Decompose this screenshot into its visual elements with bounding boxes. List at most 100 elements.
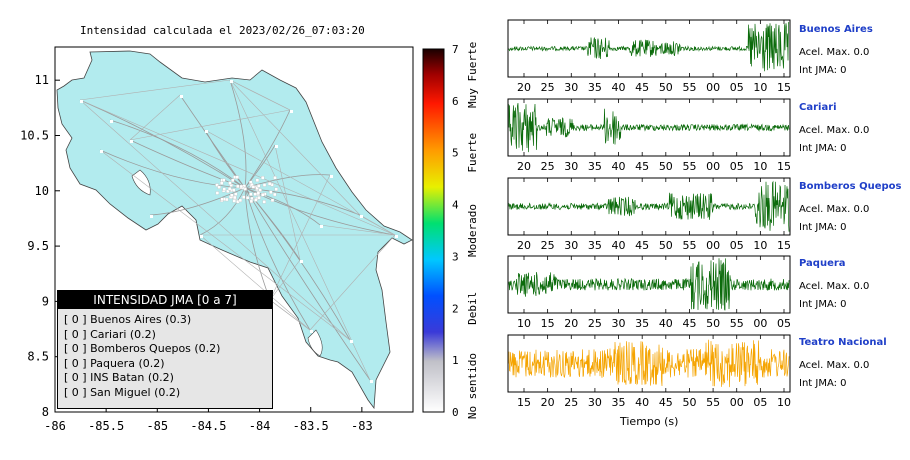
town-marker: [150, 215, 153, 218]
road: [319, 224, 396, 236]
station-int-bomberos-quepos: Int JMA: 0: [799, 222, 847, 233]
waveform-tick-label: 35: [588, 81, 602, 94]
map-x-tick-label: -83.5: [293, 419, 329, 433]
waveform-trace: [508, 339, 790, 388]
town-marker: [350, 340, 353, 343]
road: [244, 109, 291, 189]
town-marker: [230, 80, 233, 83]
town-marker: [230, 193, 234, 197]
road: [244, 187, 396, 236]
road: [99, 149, 246, 189]
town-marker: [256, 191, 261, 195]
map-y-tick-label: 10.5: [20, 128, 49, 142]
road: [269, 174, 331, 301]
waveform-tick-label: 05: [730, 239, 744, 252]
waveform-tick-label: 45: [682, 317, 696, 330]
road: [244, 174, 331, 189]
map-y-tick-label: 8.5: [27, 350, 49, 364]
waveform-tick-label: 45: [635, 160, 649, 173]
map-y-tick-label: 8: [42, 405, 49, 419]
town-marker: [320, 225, 323, 228]
town-marker: [217, 185, 221, 189]
waveform-tick-label: 25: [564, 396, 578, 409]
waveform-tick-label: 20: [517, 160, 531, 173]
legend-item: [ 0 ] San Miguel (0.2): [64, 386, 272, 401]
town-marker: [261, 193, 265, 197]
waveform-tick-label: 30: [612, 317, 626, 330]
road: [149, 187, 246, 216]
waveform-tick-label: 40: [659, 317, 673, 330]
road: [269, 259, 301, 301]
town-marker: [232, 199, 236, 203]
waveform-tick-label: 50: [659, 81, 673, 94]
gulf-nicoya: [131, 169, 151, 196]
town-marker: [215, 191, 220, 195]
waveform-tick-label: 00: [706, 239, 720, 252]
legend-station: Paquera (0.2): [90, 356, 165, 370]
waveform-tick-label: 50: [659, 239, 673, 252]
waveform-tick-label: 45: [659, 396, 673, 409]
waveform-tick-label: 30: [564, 239, 578, 252]
road: [309, 234, 396, 331]
road: [204, 129, 396, 236]
town-marker: [228, 181, 232, 185]
waveform-tick-label: 50: [682, 396, 696, 409]
town-marker: [267, 182, 272, 186]
legend-station: INS Batan (0.2): [90, 371, 174, 385]
town-marker: [257, 184, 261, 188]
waveform-tick-label: 15: [777, 81, 791, 94]
town-marker: [215, 183, 219, 187]
map-y-tick-label: 9.5: [27, 239, 49, 253]
town-marker: [225, 197, 229, 202]
legend-item: [ 0 ] Cariari (0.2): [64, 328, 272, 343]
waveform-tick-label: 25: [541, 239, 555, 252]
waveform-panel: [507, 177, 791, 236]
map-y-tick-label: 9: [42, 294, 49, 308]
intensity-legend: INTENSIDAD JMA [0 a 7] [ 0 ] Buenos Aire…: [57, 290, 273, 409]
town-marker: [258, 188, 262, 192]
waveform-tick-label: 35: [635, 317, 649, 330]
waveform-tick-label: 10: [777, 396, 791, 409]
colorbar-gradient: [422, 48, 445, 413]
station-int-cariari: Int JMA: 0: [799, 143, 847, 154]
waveform-trace: [508, 258, 790, 311]
town-marker: [238, 198, 243, 203]
town-marker: [226, 189, 230, 193]
road: [99, 149, 351, 341]
town-marker: [80, 100, 83, 103]
waveform-tick-label: 30: [564, 81, 578, 94]
waveform-tick-label: 40: [612, 81, 626, 94]
waveform-tick-label: 00: [730, 396, 744, 409]
road: [244, 187, 311, 331]
waveform-tick-label: 20: [541, 396, 555, 409]
waveform-tick-label: 15: [517, 396, 531, 409]
town-marker: [249, 192, 253, 196]
waveform-trace: [508, 180, 790, 232]
road: [229, 79, 291, 111]
town-marker: [233, 195, 237, 200]
waveform-tick-label: 20: [517, 81, 531, 94]
waveform-tick-label: 10: [753, 81, 767, 94]
map-x-tick-label: -84: [249, 419, 271, 433]
town-marker: [395, 235, 398, 238]
legend-level: [ 0 ]: [64, 313, 87, 326]
colorbar-category-label: No sentido: [466, 353, 479, 419]
road: [244, 187, 271, 301]
road: [229, 79, 361, 216]
colorbar-category-label: Moderado: [466, 204, 479, 257]
waveform-tick-label: 35: [612, 396, 626, 409]
town-marker: [262, 183, 267, 187]
map-x-axis: -86 -85.5 -85 -84.5 -84 -83.5 -83: [44, 407, 373, 433]
waveform-tick-label: 35: [588, 239, 602, 252]
map-locations: [80, 80, 398, 383]
colorbar-tick-label: 5: [452, 147, 459, 160]
road: [129, 94, 181, 141]
station-name-paquera: Paquera: [799, 258, 846, 269]
station-name-teatro-nacional: Teatro Nacional: [799, 337, 887, 348]
waveform-tick-label: 55: [682, 81, 696, 94]
map-roads: [79, 79, 396, 381]
town-marker: [275, 145, 278, 148]
waveform-tick-label: 15: [777, 239, 791, 252]
map-y-tick-label: 11: [35, 73, 49, 87]
